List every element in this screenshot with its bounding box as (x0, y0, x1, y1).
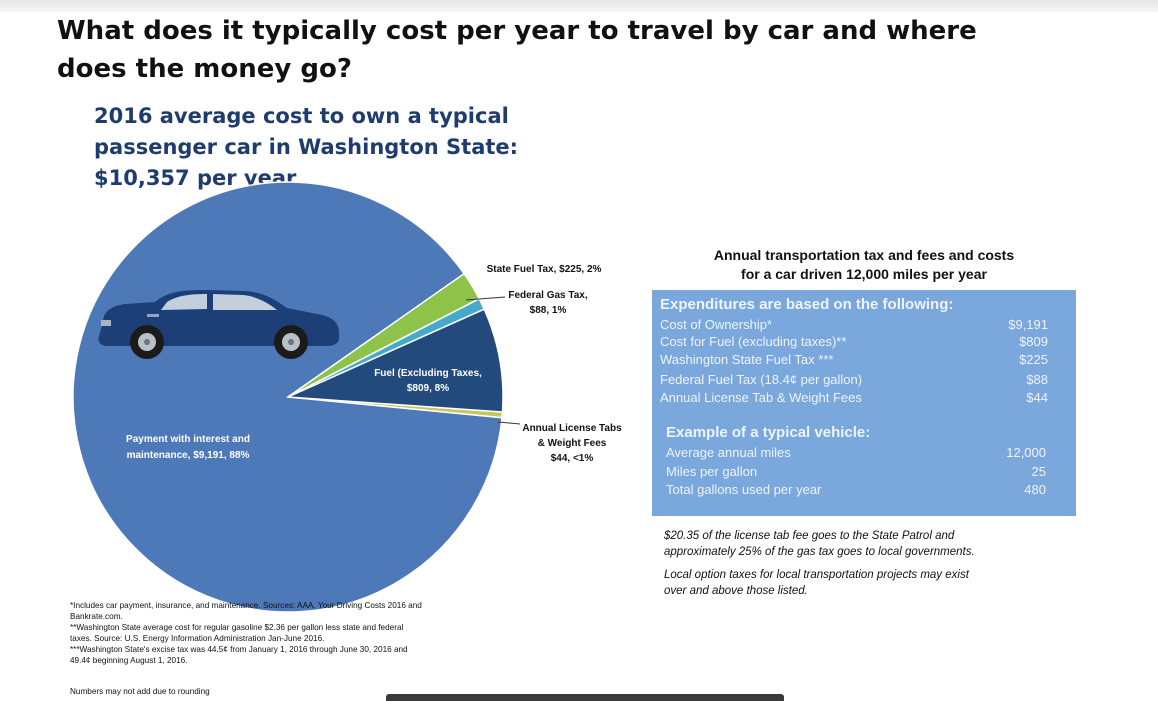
chart-title-line-1: 2016 average cost to own a typical (94, 104, 509, 128)
label-state-fuel-tax: State Fuel Tax, $225, 2% (487, 264, 602, 275)
note-line: over and above those listed. (664, 585, 808, 597)
label-payment: Payment with interest and maintenance, $9… (126, 434, 250, 461)
expenditure-label: Cost for Fuel (excluding taxes)** (660, 334, 847, 349)
expenditure-row: Cost of Ownership* $9,191 (660, 317, 1048, 332)
page-title: What does it typically cost per year to … (57, 12, 1117, 88)
expenditure-label: Washington State Fuel Tax *** (660, 352, 834, 367)
slice-label-line: Payment with interest and (126, 434, 250, 445)
page-title-line-1: What does it typically cost per year to … (57, 16, 977, 46)
viewer-scroll-bar[interactable] (386, 694, 784, 701)
footnote-line: **Washington State average cost for regu… (70, 623, 404, 632)
footnote-line: 49.4¢ beginning August 1, 2016. (70, 656, 188, 665)
vehicle-row: Total gallons used per year 480 (666, 482, 1046, 497)
page-title-line-2: does the money go? (57, 54, 352, 84)
note-line: Local option taxes for local transportat… (664, 569, 969, 581)
pie-slices (72, 181, 504, 613)
table-title-line-1: Annual transportation tax and fees and c… (713, 247, 1015, 263)
vehicle-label: Average annual miles (666, 445, 791, 460)
vehicle-label: Miles per gallon (666, 464, 758, 479)
expenditure-value: $88 (1026, 372, 1048, 387)
expenditure-value: $809 (1019, 334, 1048, 349)
vehicle-row: Miles per gallon 25 (666, 464, 1046, 479)
note-license-tab: $20.35 of the license tab fee goes to th… (664, 528, 1084, 560)
expenditure-value: $44 (1026, 390, 1048, 405)
slice-label-line: Annual License Tabs (522, 423, 622, 434)
expenditure-value: $9,191 (1008, 317, 1048, 332)
expenditures-header: Expenditures are based on the following: (660, 296, 954, 313)
expenditure-label: Annual License Tab & Weight Fees (660, 390, 862, 405)
expenditure-row: Federal Fuel Tax (18.4¢ per gallon) $88 (660, 372, 1048, 387)
label-license-tabs: Annual License Tabs & Weight Fees $44, <1% (522, 423, 622, 464)
slice-label-line: $809, 8% (407, 383, 449, 394)
slice-payment (72, 181, 503, 613)
footnote-line: taxes. Source: U.S. Energy Information A… (70, 634, 325, 643)
note-line: $20.35 of the license tab fee goes to th… (664, 530, 955, 542)
chart-title-line-2: passenger car in Washington State: (94, 135, 519, 159)
leader-line-federal-gas-tax (465, 296, 506, 301)
slice-labels: Payment with interest and maintenance, $9… (126, 264, 622, 464)
footnote-line: ***Washington State's excise tax was 44.… (70, 645, 408, 654)
note-line: approximately 25% of the gas tax goes to… (664, 546, 975, 558)
expenditure-label: Federal Fuel Tax (18.4¢ per gallon) (660, 372, 863, 387)
expenditure-value: $225 (1019, 352, 1048, 367)
slice-label-line: Fuel (Excluding Taxes, (374, 368, 482, 379)
vehicle-value: 480 (1024, 482, 1046, 497)
table-title: Annual transportation tax and fees and c… (664, 246, 1064, 284)
slice-label-line: $44, <1% (551, 453, 594, 464)
slice-label-line: maintenance, $9,191, 88% (127, 450, 250, 461)
expenditure-row: Washington State Fuel Tax *** $225 (660, 352, 1048, 367)
label-fuel: Fuel (Excluding Taxes, $809, 8% (374, 368, 482, 394)
slice-label-line: State Fuel Tax, $225, 2% (487, 264, 602, 275)
vehicle-label: Total gallons used per year (666, 482, 822, 497)
expenditure-row: Cost for Fuel (excluding taxes)** $809 (660, 334, 1048, 349)
vehicle-header: Example of a typical vehicle: (666, 424, 871, 441)
note-local-taxes: Local option taxes for local transportat… (664, 567, 1084, 599)
cost-table-box: Expenditures are based on the following:… (652, 290, 1076, 516)
rounding-note: Numbers may not add due to rounding (70, 687, 210, 696)
slice-label-line: Federal Gas Tax, (508, 290, 588, 301)
slice-label-line: $88, 1% (530, 305, 567, 316)
footnote-line: Bankrate.com. (70, 612, 123, 621)
expenditure-row: Annual License Tab & Weight Fees $44 (660, 390, 1048, 405)
leader-lines (465, 296, 521, 425)
slice-fuel (287, 308, 504, 413)
window-top-bar (0, 0, 1158, 12)
vehicle-value: 25 (1031, 464, 1046, 479)
vehicle-row: Average annual miles 12,000 (666, 445, 1046, 460)
expenditure-label: Cost of Ownership* (660, 317, 772, 332)
footnote-line: *Includes car payment, insurance, and ma… (70, 601, 422, 610)
label-federal-gas-tax: Federal Gas Tax, $88, 1% (508, 290, 588, 316)
slice-label-line: & Weight Fees (538, 438, 607, 449)
car-icon (98, 290, 340, 359)
table-title-line-2: for a car driven 12,000 miles per year (741, 266, 987, 282)
leader-line-license-tabs (497, 421, 521, 425)
footnotes: *Includes car payment, insurance, and ma… (70, 600, 540, 666)
vehicle-value: 12,000 (1006, 445, 1046, 460)
